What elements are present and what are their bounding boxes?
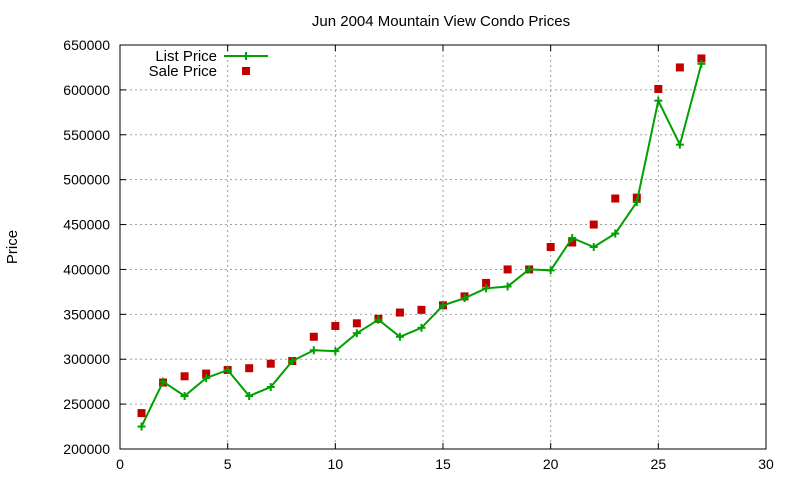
list-price-point bbox=[202, 374, 211, 383]
list-price-point bbox=[525, 265, 534, 274]
sale-price-point bbox=[503, 265, 512, 274]
x-tick-label: 15 bbox=[435, 456, 451, 472]
list-price-point bbox=[632, 198, 641, 207]
sale-price-point bbox=[482, 278, 491, 287]
legend: List Price Sale Price bbox=[149, 48, 268, 80]
sale-price-point bbox=[568, 238, 577, 247]
y-tick-label: 300000 bbox=[63, 351, 110, 367]
x-tick-label: 25 bbox=[651, 456, 667, 472]
sale-price-point bbox=[352, 319, 361, 328]
legend-label-sale-price: Sale Price bbox=[149, 63, 217, 80]
sale-price-point bbox=[266, 359, 275, 368]
y-tick-label: 350000 bbox=[63, 306, 110, 322]
y-tick-label: 600000 bbox=[63, 82, 110, 98]
legend-list-price-marker bbox=[242, 52, 250, 60]
list-price-point bbox=[417, 323, 426, 332]
x-tick-label: 10 bbox=[328, 456, 344, 472]
x-tick-label: 0 bbox=[116, 456, 124, 472]
x-tick-label: 5 bbox=[224, 456, 232, 472]
list-price-point bbox=[137, 422, 146, 431]
x-axis-tick-labels: 0 5 10 15 20 25 30 bbox=[116, 456, 774, 472]
list-price-point bbox=[309, 346, 318, 355]
list-price-point bbox=[159, 377, 168, 386]
sale-price-point bbox=[395, 308, 404, 317]
list-price-point bbox=[223, 365, 232, 374]
sale-price-point bbox=[202, 369, 211, 378]
sale-price-point bbox=[417, 305, 426, 314]
list-price-point bbox=[697, 59, 706, 68]
sale-price-point bbox=[611, 194, 620, 203]
sale-price-point bbox=[245, 364, 254, 373]
y-axis-label: Price bbox=[4, 230, 21, 264]
y-axis-tick-labels: 200000 250000 300000 350000 400000 450000 5000… bbox=[63, 37, 110, 457]
chart-title: Jun 2004 Mountain View Condo Prices bbox=[312, 13, 570, 30]
sale-price-point bbox=[675, 63, 684, 72]
sale-price-point bbox=[697, 54, 706, 63]
list-price-point bbox=[352, 329, 361, 338]
sale-price-point bbox=[180, 372, 189, 381]
x-tick-label: 20 bbox=[543, 456, 559, 472]
y-tick-label: 550000 bbox=[63, 127, 110, 143]
y-tick-label: 650000 bbox=[63, 37, 110, 53]
list-price-point bbox=[245, 392, 254, 401]
sale-price-point bbox=[589, 220, 598, 229]
y-tick-label: 450000 bbox=[63, 217, 110, 233]
y-tick-label: 500000 bbox=[63, 172, 110, 188]
legend-sale-price-marker bbox=[242, 67, 250, 75]
list-price-point bbox=[180, 392, 189, 401]
list-price-point bbox=[439, 301, 447, 310]
legend-sample-list-price bbox=[224, 52, 268, 60]
sale-price-point bbox=[654, 84, 663, 93]
y-tick-label: 400000 bbox=[63, 261, 110, 277]
sale-price-point bbox=[137, 409, 146, 418]
series-list-price bbox=[137, 59, 706, 431]
axis-ticks bbox=[119, 44, 767, 450]
sale-price-point bbox=[546, 243, 555, 251]
list-price-point bbox=[568, 234, 577, 243]
list-price-point bbox=[288, 357, 297, 366]
list-price-point bbox=[460, 294, 469, 303]
list-price-point bbox=[374, 315, 383, 324]
y-tick-label: 200000 bbox=[63, 441, 110, 457]
y-tick-label: 250000 bbox=[63, 396, 110, 412]
list-price-point bbox=[589, 243, 598, 251]
list-price-point bbox=[482, 284, 491, 293]
list-price-point bbox=[611, 229, 620, 238]
list-price-point bbox=[654, 96, 663, 105]
list-price-point bbox=[331, 347, 340, 356]
list-price-point bbox=[675, 140, 684, 149]
x-tick-label: 30 bbox=[758, 456, 774, 472]
sale-price-point bbox=[309, 332, 318, 341]
series-layer bbox=[137, 54, 706, 431]
legend-label-list-price: List Price bbox=[155, 48, 217, 65]
sale-price-point bbox=[331, 322, 340, 331]
list-price-point bbox=[266, 383, 275, 392]
list-price-point bbox=[503, 282, 512, 291]
legend-sample-sale-price bbox=[242, 67, 250, 75]
list-price-point bbox=[395, 332, 404, 341]
list-price-point bbox=[546, 266, 555, 275]
